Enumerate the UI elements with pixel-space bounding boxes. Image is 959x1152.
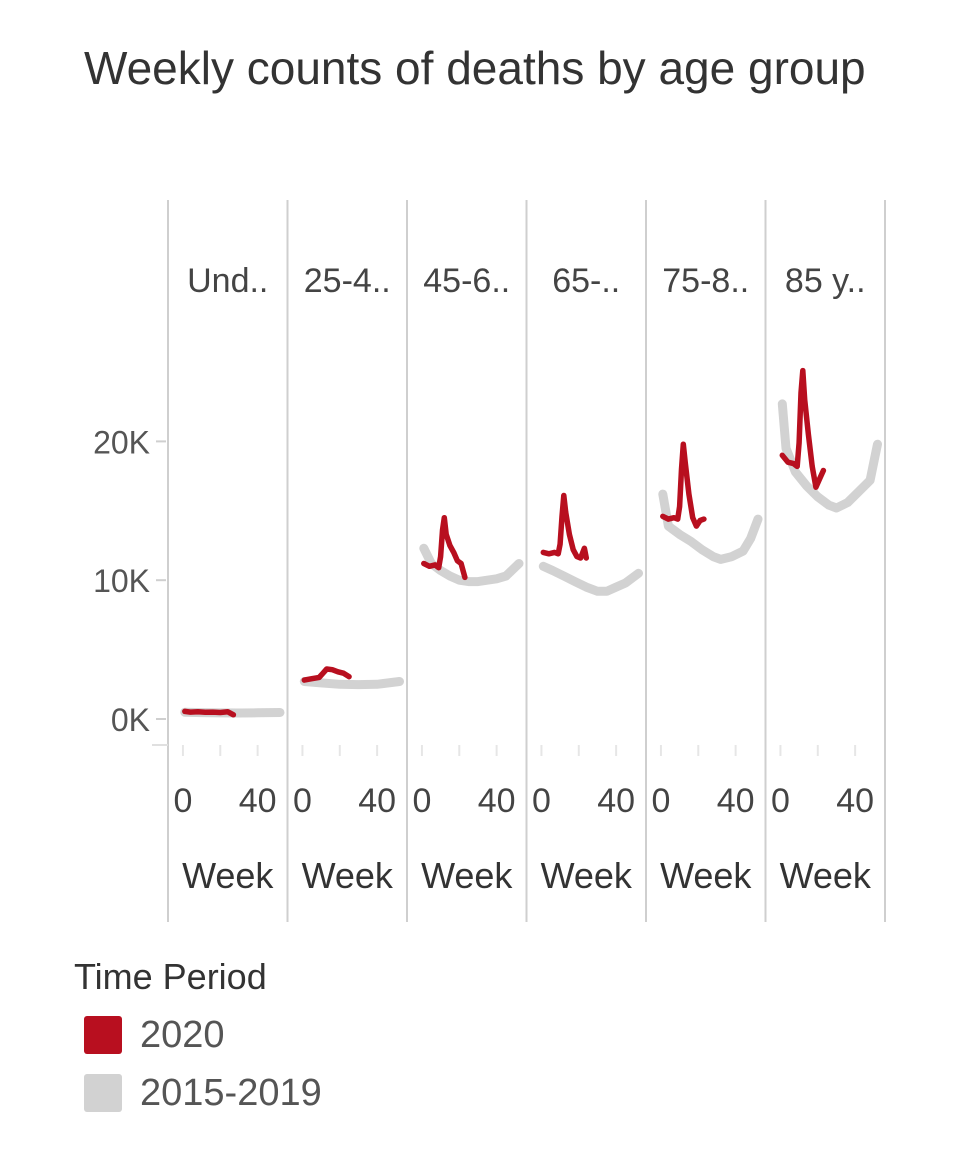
legend-label-2015-2019: 2015-2019 [140, 1071, 322, 1114]
legend-swatch-2015-2019 [84, 1074, 122, 1112]
facet-label: Und.. [187, 262, 268, 300]
series-2020-line [779, 367, 827, 490]
x-axis-label: Week [421, 855, 513, 896]
x-axis-label: Week [780, 855, 872, 896]
x-tick-label: 40 [358, 782, 396, 820]
facet-label: 65-.. [552, 262, 620, 300]
legend-swatch-2020 [84, 1016, 122, 1054]
faceted-line-chart: 0K 10K 20K Und.. 0 40 Week 25-4.. 0 40 Week 45-6.. 0… [93, 200, 886, 922]
chart-title: Weekly counts of deaths by age group [84, 42, 866, 94]
y-tick-label: 20K [93, 424, 150, 460]
x-tick-label: 0 [412, 782, 431, 820]
x-tick-label: 0 [293, 782, 312, 820]
x-tick-label: 0 [651, 782, 670, 820]
series-2020-line [182, 708, 237, 718]
x-tick-label: 40 [478, 782, 516, 820]
series-2015-2019-line [299, 677, 404, 690]
x-tick-label: 40 [239, 782, 277, 820]
legend-label-2020: 2020 [140, 1013, 225, 1056]
x-tick-label: 0 [532, 782, 551, 820]
facet-label: 25-4.. [304, 262, 391, 300]
x-tick-label: 0 [771, 782, 790, 820]
facet-label: 75-8.. [662, 262, 749, 300]
series-2020-line [540, 492, 590, 561]
legend-item-2020[interactable]: 2020 [74, 1013, 322, 1057]
x-axis-label: Week [182, 855, 274, 896]
x-axis-label: Week [660, 855, 752, 896]
series-2020-line [421, 514, 468, 581]
series-2015-2019-line [777, 399, 882, 513]
x-tick-label: 40 [717, 782, 755, 820]
y-tick-label: 0K [111, 702, 150, 738]
x-tick-label: 40 [597, 782, 635, 820]
facet-label: 45-6.. [423, 262, 510, 300]
series-2020-line [660, 441, 707, 529]
legend: Time Period 2020 2015-2019 [74, 955, 322, 1115]
legend-item-2015-2019[interactable]: 2015-2019 [74, 1071, 322, 1115]
series-2015-2019-line [538, 561, 643, 596]
y-tick-label: 10K [93, 563, 150, 599]
series-2020-line [301, 666, 352, 683]
x-tick-label: 40 [836, 782, 874, 820]
series-2015-2019-line [658, 489, 763, 564]
facet-label: 85 y.. [785, 262, 866, 300]
x-axis-label: Week [302, 855, 394, 896]
x-tick-label: 0 [173, 782, 192, 820]
legend-title: Time Period [74, 956, 267, 997]
x-axis-label: Week [541, 855, 633, 896]
